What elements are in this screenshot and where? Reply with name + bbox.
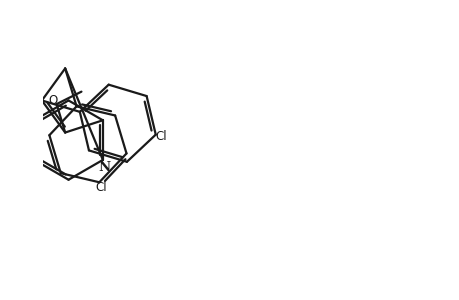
Text: O: O <box>49 94 58 107</box>
Text: Cl: Cl <box>95 182 106 194</box>
Text: N: N <box>99 160 111 173</box>
Text: Cl: Cl <box>155 130 167 143</box>
